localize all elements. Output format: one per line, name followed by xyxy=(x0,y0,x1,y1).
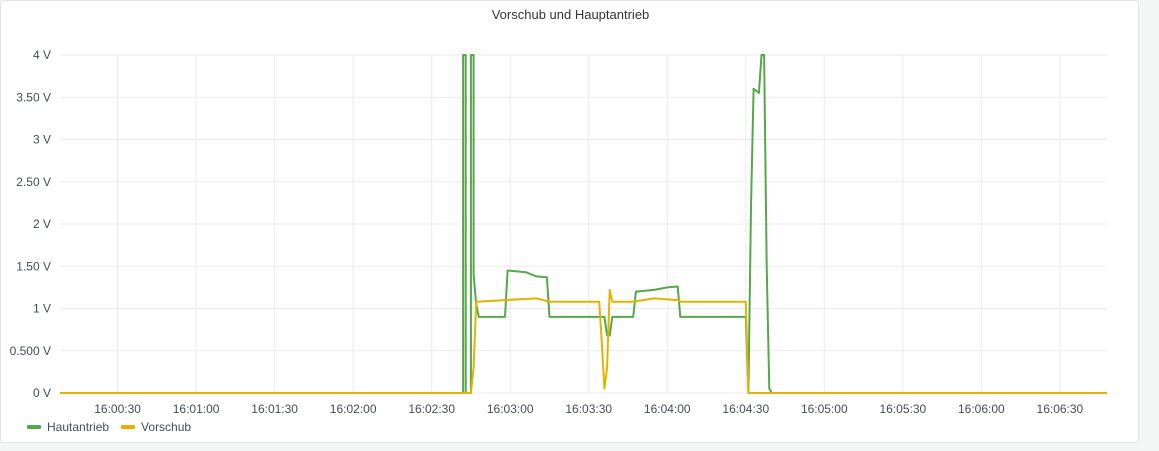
y-tick-label: 3 V xyxy=(33,133,51,147)
legend-item-vorschub[interactable]: Vorschub xyxy=(121,420,191,434)
x-tick-label: 16:04:30 xyxy=(722,402,769,416)
x-tick-label: 16:06:00 xyxy=(958,402,1005,416)
legend-swatch-vorschub xyxy=(121,425,136,429)
x-tick-label: 16:06:30 xyxy=(1037,402,1084,416)
y-tick-label: 3.50 V xyxy=(16,90,51,104)
legend-label-vorschub: Vorschub xyxy=(141,420,192,434)
y-tick-label: 2 V xyxy=(33,217,51,231)
x-tick-label: 16:05:00 xyxy=(801,402,848,416)
y-tick-label: 4 V xyxy=(33,48,51,62)
legend-swatch-hautantrieb xyxy=(27,425,41,429)
chart-plot: 0 V 0.500 V 1 V 1.50 V 2 V 2.50 V 3 V 3.50 V 4 V… xyxy=(10,48,1107,416)
x-tick-label: 16:02:00 xyxy=(330,402,377,416)
x-tick-label: 16:02:30 xyxy=(408,402,455,416)
y-tick-label: 1.50 V xyxy=(16,259,51,273)
y-axis: 0 V 0.500 V 1 V 1.50 V 2 V 2.50 V 3 V 3.50 V 4 V xyxy=(10,48,51,400)
series-line-vorschub[interactable] xyxy=(60,288,1107,394)
x-axis: 16:00:30 16:01:00 16:01:30 16:02:00 16:02:30… xyxy=(94,402,1083,416)
x-tick-label: 16:01:30 xyxy=(251,402,298,416)
x-tick-label: 16:04:00 xyxy=(644,402,691,416)
legend-item-hautantrieb[interactable]: Hautantrieb xyxy=(27,420,109,434)
chart-panel: Vorschub und Hauptantrieb 0 V 0.500 V 1 V 1… xyxy=(0,0,1139,443)
x-tick-label: 16:05:30 xyxy=(879,402,926,416)
y-tick-label: 2.50 V xyxy=(16,175,51,189)
y-tick-label: 0 V xyxy=(33,386,51,400)
panel-title[interactable]: Vorschub und Hauptantrieb xyxy=(491,7,650,22)
grid-layer xyxy=(60,54,1107,394)
x-tick-label: 16:03:30 xyxy=(565,402,612,416)
x-tick-label: 16:00:30 xyxy=(94,402,141,416)
legend-label-hautantrieb: Hautantrieb xyxy=(47,420,110,434)
x-tick-label: 16:01:00 xyxy=(173,402,220,416)
legend: Hautantrieb Vorschub xyxy=(27,420,191,434)
series-layer xyxy=(60,54,1107,394)
y-tick-label: 1 V xyxy=(33,302,51,316)
y-tick-label: 0.500 V xyxy=(10,344,51,358)
x-tick-label: 16:03:00 xyxy=(487,402,534,416)
